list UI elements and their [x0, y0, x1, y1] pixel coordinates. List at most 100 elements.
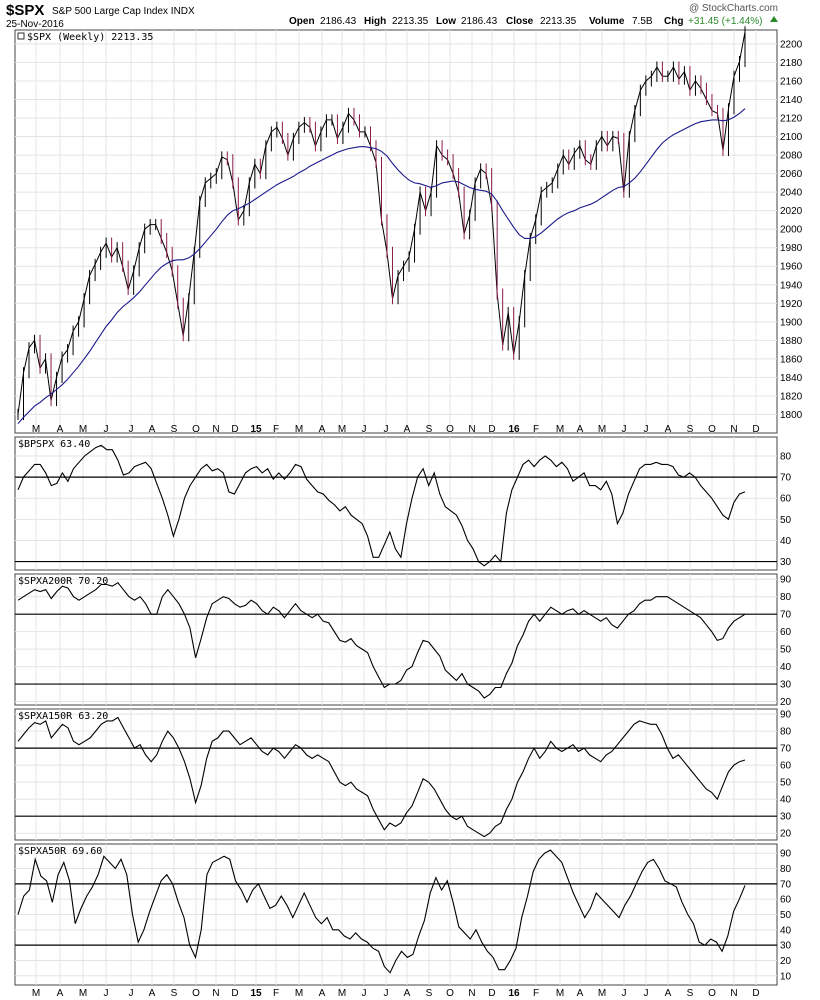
y-tick-label: 1880 [780, 336, 803, 347]
x-tick-label: F [273, 988, 279, 999]
y-tick-label: 2040 [780, 188, 803, 199]
y-tick-label: 1980 [780, 243, 803, 254]
y-tick-label: 2000 [780, 225, 803, 236]
x-tick-label: S [687, 988, 694, 999]
y-tick-label: 1960 [780, 262, 803, 273]
y-tick-label: 40 [780, 536, 792, 547]
series-line-0 [17, 444, 746, 567]
x-tick-label: 16 [508, 988, 520, 999]
x-tick-label-main: A [577, 424, 584, 435]
panel-frame [14, 708, 778, 841]
y-tick-label: 30 [780, 557, 792, 568]
panel-1: 30 40 50 60 70 80 $BPSPX 63.40 [14, 436, 792, 571]
x-tick-label-main: J [384, 424, 389, 435]
x-tick-label: J [104, 988, 109, 999]
x-tick-label-main: N [730, 424, 737, 435]
y-tick-label: 2140 [780, 95, 803, 106]
y-tick-label: 60 [780, 895, 792, 906]
y-tick-label: 80 [780, 864, 792, 875]
x-tick-label: M [556, 988, 564, 999]
panel-3: 20 30 40 50 60 70 80 90 $SPXA150R 63.20 [14, 708, 792, 841]
volume-label: Volume [589, 16, 625, 27]
y-tick-label: 50 [780, 778, 792, 789]
y-tick-label: 1860 [780, 354, 803, 365]
x-tick-label: J [129, 988, 134, 999]
series-line-1 [17, 108, 746, 425]
open-label: Open [289, 16, 315, 27]
panel-frame [14, 436, 778, 571]
x-tick-label: J [644, 988, 649, 999]
y-tick-label: 30 [780, 941, 792, 952]
x-tick-label: J [384, 988, 389, 999]
y-tick-label: 2120 [780, 114, 803, 125]
low-label: Low [436, 16, 456, 27]
y-tick-label: 30 [780, 812, 792, 823]
x-tick-label-main: A [149, 424, 156, 435]
y-tick-label: 70 [780, 473, 792, 484]
x-tick-label-main: D [488, 424, 495, 435]
y-tick-label: 80 [780, 452, 792, 463]
x-tick-label-main: J [622, 424, 627, 435]
series-line-0 [17, 716, 746, 838]
y-tick-label: 1940 [780, 280, 803, 291]
x-tick-label: M [598, 988, 606, 999]
legend-marker-icon [17, 32, 25, 40]
x-tick-label-main: N [468, 424, 475, 435]
x-tick-label: N [468, 988, 475, 999]
x-tick-label-main: S [687, 424, 694, 435]
x-tick-label-main: J [644, 424, 649, 435]
index-name: S&P 500 Large Cap Index INDX [52, 6, 195, 17]
open-value: 2186.43 [320, 16, 357, 27]
y-tick-label: 1920 [780, 299, 803, 310]
x-tick-label-main: J [129, 424, 134, 435]
x-tick-label-main: M [338, 424, 346, 435]
x-tick-label: D [752, 988, 759, 999]
x-tick-label: S [171, 988, 178, 999]
y-tick-label: 70 [780, 610, 792, 621]
y-tick-label: 40 [780, 662, 792, 673]
x-tick-label: 15 [250, 988, 262, 999]
x-tick-label-main: A [57, 424, 64, 435]
x-tick-label-main: A [404, 424, 411, 435]
x-tick-label: A [577, 988, 584, 999]
x-tick-label-main: O [708, 424, 716, 435]
y-tick-label: 90 [780, 710, 792, 721]
panel-label: $SPX (Weekly) 2213.35 [27, 32, 153, 43]
x-tick-label-main: O [192, 424, 200, 435]
x-tick-label: M [295, 988, 303, 999]
x-tick-label: A [319, 988, 326, 999]
x-tick-label-main: S [171, 424, 178, 435]
y-tick-label: 60 [780, 494, 792, 505]
y-tick-label: 1840 [780, 373, 803, 384]
y-tick-label: 2080 [780, 151, 803, 162]
x-tick-label-main: 15 [250, 424, 262, 435]
x-tick-label-main: J [362, 424, 367, 435]
y-tick-label: 50 [780, 515, 792, 526]
x-tick-label: O [192, 988, 200, 999]
x-tick-label-main: J [104, 424, 109, 435]
close-label: Close [506, 16, 534, 27]
chg-value: +31.45 (+1.44%) [688, 16, 763, 27]
y-tick-label: 40 [780, 795, 792, 806]
x-tick-label-main: M [295, 424, 303, 435]
x-tick-label: M [338, 988, 346, 999]
up-arrow-icon [770, 16, 778, 22]
series-line-0 [17, 581, 746, 699]
x-tick-label: A [665, 988, 672, 999]
y-tick-label: 20 [780, 956, 792, 967]
y-tick-label: 1900 [780, 317, 803, 328]
y-tick-label: 30 [780, 680, 792, 691]
x-tick-label: N [730, 988, 737, 999]
high-label: High [364, 16, 386, 27]
y-tick-label: 2200 [780, 39, 803, 50]
x-tick-label-main: O [446, 424, 454, 435]
ticker: $SPX [6, 2, 44, 19]
x-tick-label-main: F [533, 424, 539, 435]
panel-0: 1800 1820 1840 1860 1880 1900 1920 1940 1960 1980… [14, 26, 803, 434]
x-tick-label: M [32, 988, 40, 999]
x-tick-label-main: 16 [508, 424, 520, 435]
y-tick-label: 90 [780, 575, 792, 586]
y-tick-label: 90 [780, 849, 792, 860]
y-tick-label: 2100 [780, 132, 803, 143]
